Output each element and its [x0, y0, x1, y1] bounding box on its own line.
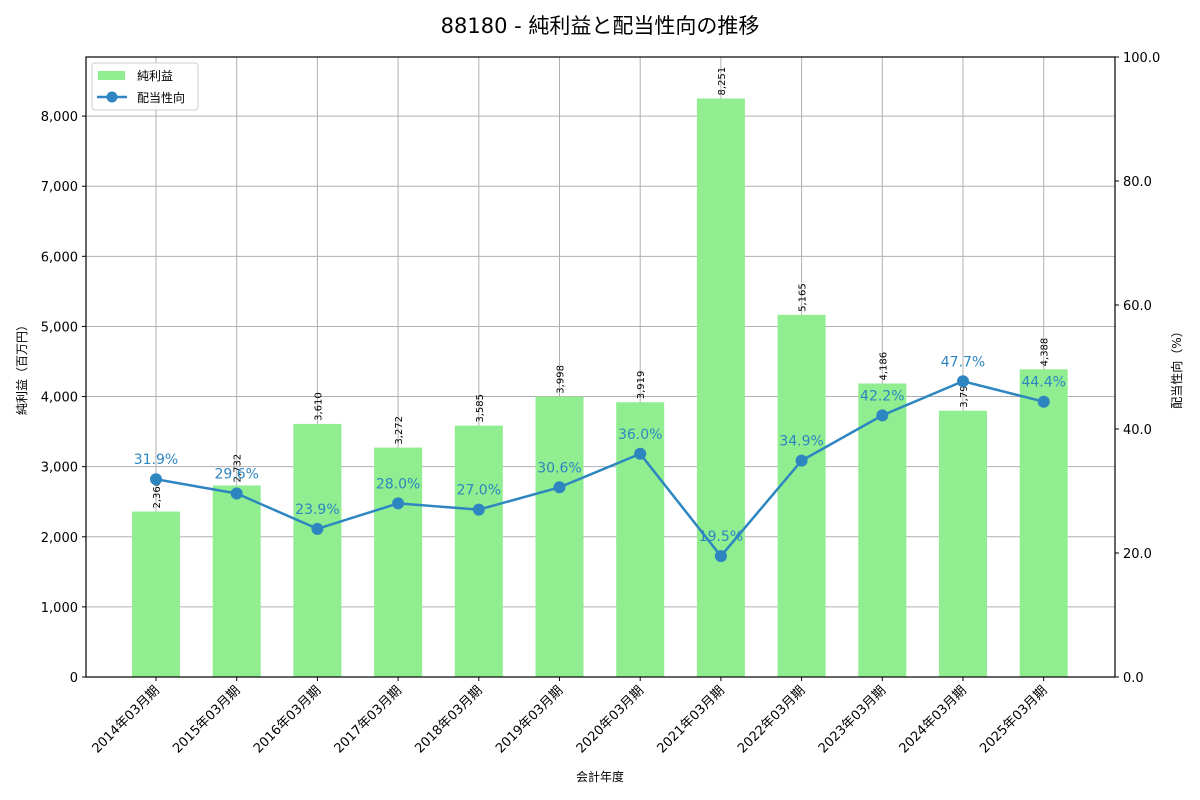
data-point-label: 44.4% — [1021, 375, 1065, 391]
y-right-tick-label: 60.0 — [1123, 299, 1152, 314]
y-axis-right: 0.0 20.0 40.0 60.0 80.0 100.0 — [1115, 51, 1160, 686]
y-tick-label: 3,000 — [41, 461, 78, 476]
bar — [939, 410, 987, 677]
bar — [535, 396, 584, 677]
y-right-tick-label: 0.0 — [1123, 671, 1144, 686]
data-point-marker — [230, 487, 243, 500]
x-tick-label: 2020年03月期 — [574, 683, 647, 756]
y-axis-left: 0 1,000 2,000 3,000 4,000 5,000 6,000 7,000 8,00… — [41, 110, 86, 686]
x-tick-label: 2016年03月期 — [251, 683, 324, 756]
x-axis: 2014年03月期 2015年03月期 2016年03月期 2017年03月期 2018… — [90, 677, 1051, 757]
legend-label-net-income: 純利益 — [137, 69, 173, 83]
bar-value-label: 8,251 — [717, 67, 728, 96]
bar — [777, 314, 826, 677]
legend-label-payout-ratio: 配当性向 — [137, 90, 185, 105]
data-point-marker — [553, 481, 566, 494]
bar-value-label: 3,998 — [556, 365, 567, 394]
data-point-marker — [795, 454, 808, 467]
data-point-label: 23.9% — [295, 502, 339, 518]
y-axis-left-label: 純利益（百万円） — [15, 319, 29, 415]
data-point-marker — [392, 497, 405, 510]
bar — [696, 98, 745, 677]
bar-value-label: 3,585 — [475, 394, 486, 423]
data-point-label: 34.9% — [779, 434, 823, 450]
bar-series-net-income — [132, 98, 1068, 677]
bar — [454, 425, 503, 677]
bar-value-label: 5,165 — [798, 283, 809, 312]
y-tick-label: 6,000 — [41, 250, 78, 265]
y-axis-right-label: 配当性向（%） — [1169, 325, 1184, 408]
y-tick-label: 5,000 — [41, 320, 78, 335]
bar-value-labels: 2,360 2,732 3,610 3,272 3,585 3,998 3,919 8,251… — [152, 67, 1051, 509]
bar-value-label: 2,732 — [233, 454, 244, 483]
data-point-label: 30.6% — [537, 460, 581, 476]
legend-marker-icon — [106, 91, 118, 103]
data-point-marker — [876, 409, 889, 422]
bar — [1019, 369, 1068, 677]
bar — [132, 511, 180, 677]
bar — [858, 383, 907, 677]
y-tick-label: 8,000 — [41, 110, 78, 125]
y-tick-label: 7,000 — [41, 180, 78, 195]
data-point-label: 42.2% — [860, 388, 904, 404]
y-tick-label: 4,000 — [41, 391, 78, 406]
y-tick-label: 0 — [70, 671, 78, 686]
x-tick-label: 2024年03月期 — [897, 683, 970, 756]
legend: 純利益 配当性向 — [91, 62, 199, 111]
y-tick-label: 1,000 — [41, 601, 78, 616]
data-point-label: 31.9% — [134, 452, 178, 468]
legend-bar-swatch — [98, 71, 125, 80]
data-point-label: 28.0% — [376, 476, 420, 492]
x-tick-label: 2021年03月期 — [654, 683, 727, 756]
plot-frame — [85, 56, 1116, 678]
data-point-label: 19.5% — [699, 529, 743, 545]
line-value-labels: 31.9% 29.6% 23.9% 28.0% 27.0% 30.6% 36.0% 19.5%… — [134, 354, 1066, 545]
data-point-marker — [472, 503, 485, 516]
data-point-label: 29.6% — [214, 466, 258, 482]
data-point-marker — [634, 447, 647, 460]
data-point-marker — [150, 473, 162, 486]
x-axis-label: 会計年度 — [576, 769, 624, 784]
bar — [374, 447, 423, 677]
x-tick-label: 2022年03月期 — [735, 683, 808, 756]
y-right-tick-label: 80.0 — [1123, 175, 1152, 190]
line-series-payout-ratio — [150, 375, 1050, 563]
bar-value-label: 3,919 — [636, 371, 647, 400]
data-point-label: 27.0% — [457, 483, 501, 499]
data-point-label: 47.7% — [941, 354, 985, 370]
bar-value-label: 2,360 — [152, 480, 163, 509]
x-tick-label: 2015年03月期 — [170, 683, 243, 756]
bar — [616, 402, 665, 677]
data-point-marker — [311, 522, 324, 535]
data-point-marker — [957, 375, 969, 388]
x-tick-label: 2023年03月期 — [816, 683, 889, 756]
bar-value-label: 3,798 — [959, 379, 970, 408]
x-tick-label: 2014年03月期 — [90, 683, 163, 756]
x-tick-label: 2025年03月期 — [977, 683, 1050, 756]
y-right-tick-label: 20.0 — [1123, 547, 1152, 562]
payout-line — [155, 379, 1045, 559]
x-tick-label: 2017年03月期 — [332, 683, 405, 756]
x-tick-label: 2018年03月期 — [412, 683, 485, 756]
chart-title: 88180 - 純利益と配当性向の推移 — [441, 14, 760, 38]
x-tick-label: 2019年03月期 — [493, 683, 566, 756]
y-tick-label: 2,000 — [41, 531, 78, 546]
y-right-tick-label: 40.0 — [1123, 423, 1152, 438]
data-point-label: 36.0% — [618, 427, 662, 443]
bar — [293, 423, 342, 677]
bar-value-label: 3,272 — [394, 416, 405, 445]
y-right-tick-label: 100.0 — [1123, 51, 1160, 66]
data-point-marker — [1037, 395, 1050, 408]
bar-value-label: 4,388 — [1040, 338, 1051, 367]
bar — [212, 485, 261, 677]
bar-value-label: 3,610 — [313, 392, 324, 421]
data-point-marker — [714, 550, 727, 563]
bar-value-label: 4,186 — [878, 352, 889, 381]
